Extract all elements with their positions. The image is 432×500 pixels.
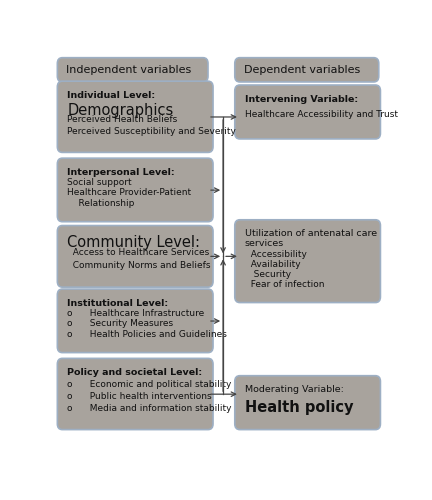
Text: Demographics: Demographics — [67, 103, 174, 118]
FancyBboxPatch shape — [235, 58, 379, 82]
Text: Perceived Susceptibility and Severity: Perceived Susceptibility and Severity — [67, 127, 236, 136]
Text: o      Security Measures: o Security Measures — [67, 320, 174, 328]
Text: Intervening Variable:: Intervening Variable: — [245, 94, 358, 104]
FancyBboxPatch shape — [57, 289, 213, 352]
Text: Access to Healthcare Services: Access to Healthcare Services — [67, 248, 210, 257]
Text: Policy and societal Level:: Policy and societal Level: — [67, 368, 203, 377]
FancyBboxPatch shape — [57, 158, 213, 222]
FancyBboxPatch shape — [235, 376, 381, 430]
FancyBboxPatch shape — [57, 81, 213, 152]
FancyBboxPatch shape — [235, 85, 381, 139]
Text: services: services — [245, 240, 284, 248]
Text: Interpersonal Level:: Interpersonal Level: — [67, 168, 175, 177]
Text: Healthcare Provider-Patient: Healthcare Provider-Patient — [67, 188, 191, 198]
Text: Community Norms and Beliefs: Community Norms and Beliefs — [67, 261, 211, 270]
Text: Availability: Availability — [245, 260, 301, 268]
Text: Healthcare Accessibility and Trust: Healthcare Accessibility and Trust — [245, 110, 398, 118]
Text: Individual Level:: Individual Level: — [67, 91, 156, 100]
Text: Perceived Health Beliefs: Perceived Health Beliefs — [67, 115, 178, 124]
Text: o      Economic and political stability: o Economic and political stability — [67, 380, 232, 389]
Text: Independent variables: Independent variables — [67, 65, 192, 75]
Text: Relationship: Relationship — [67, 198, 135, 207]
Text: Moderating Variable:: Moderating Variable: — [245, 386, 344, 394]
FancyBboxPatch shape — [57, 226, 213, 287]
Text: Accessibility: Accessibility — [245, 250, 307, 258]
Text: o      Public health interventions: o Public health interventions — [67, 392, 212, 401]
Text: Dependent variables: Dependent variables — [244, 65, 360, 75]
Text: o      Healthcare Infrastructure: o Healthcare Infrastructure — [67, 309, 205, 318]
Text: o      Health Policies and Guidelines: o Health Policies and Guidelines — [67, 330, 227, 338]
Text: Institutional Level:: Institutional Level: — [67, 298, 168, 308]
Text: Security: Security — [245, 270, 291, 278]
Text: Fear of infection: Fear of infection — [245, 280, 324, 289]
FancyBboxPatch shape — [57, 58, 208, 82]
Text: Community Level:: Community Level: — [67, 235, 200, 250]
Text: Health policy: Health policy — [245, 400, 353, 415]
Text: Utilization of antenatal care: Utilization of antenatal care — [245, 230, 377, 238]
FancyBboxPatch shape — [235, 220, 381, 302]
Text: Social support: Social support — [67, 178, 132, 187]
Text: o      Media and information stability: o Media and information stability — [67, 404, 232, 413]
FancyBboxPatch shape — [57, 358, 213, 430]
